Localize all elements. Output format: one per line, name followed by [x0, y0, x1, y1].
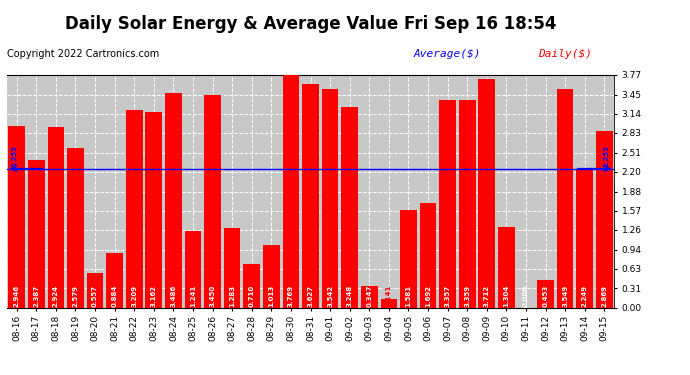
Text: 2.253: 2.253	[12, 145, 18, 167]
Text: 0.000: 0.000	[523, 285, 529, 307]
Text: 0.710: 0.710	[248, 285, 255, 307]
Text: 3.542: 3.542	[327, 285, 333, 307]
Text: 2.579: 2.579	[72, 285, 79, 307]
Bar	[400, 210, 417, 308]
Text: 2.253: 2.253	[603, 145, 609, 167]
Text: 0.141: 0.141	[386, 285, 392, 307]
Bar	[204, 95, 221, 308]
Bar	[459, 100, 475, 308]
Text: 3.627: 3.627	[308, 285, 313, 307]
Text: 0.453: 0.453	[542, 285, 549, 307]
Bar	[596, 130, 613, 308]
Bar	[28, 160, 45, 308]
Text: 1.304: 1.304	[504, 285, 509, 307]
Bar	[126, 110, 143, 308]
Text: 2.387: 2.387	[33, 285, 39, 307]
Bar	[8, 126, 25, 308]
Text: Daily($): Daily($)	[538, 49, 592, 59]
Bar	[342, 107, 358, 308]
Text: 1.013: 1.013	[268, 285, 275, 307]
Text: Daily Solar Energy & Average Value Fri Sep 16 18:54: Daily Solar Energy & Average Value Fri S…	[65, 15, 556, 33]
Bar	[361, 286, 377, 308]
Text: 3.359: 3.359	[464, 285, 470, 307]
Bar	[557, 88, 573, 308]
Bar	[146, 112, 162, 308]
Text: Average($): Average($)	[414, 49, 482, 59]
Bar	[185, 231, 201, 308]
Bar	[498, 227, 515, 308]
Text: 3.769: 3.769	[288, 285, 294, 307]
Text: 0.884: 0.884	[112, 285, 117, 307]
Text: 3.549: 3.549	[562, 285, 568, 307]
Text: 3.450: 3.450	[210, 285, 215, 307]
Text: 3.209: 3.209	[131, 285, 137, 307]
Bar	[48, 127, 64, 308]
Text: 3.248: 3.248	[346, 285, 353, 307]
Text: 2.924: 2.924	[53, 285, 59, 307]
Bar	[244, 264, 260, 308]
Text: 2.249: 2.249	[582, 285, 588, 307]
Text: 0.347: 0.347	[366, 285, 373, 307]
Bar	[263, 245, 279, 308]
Text: Copyright 2022 Cartronics.com: Copyright 2022 Cartronics.com	[7, 49, 159, 59]
Bar	[322, 89, 338, 308]
Bar	[440, 100, 456, 308]
Bar	[538, 280, 554, 308]
Text: 2.869: 2.869	[601, 285, 607, 307]
Text: 2.946: 2.946	[14, 285, 20, 307]
Bar	[87, 273, 104, 308]
Bar	[576, 169, 593, 308]
Bar	[106, 253, 123, 308]
Text: 1.581: 1.581	[406, 285, 411, 307]
Bar	[380, 299, 397, 307]
Text: 1.283: 1.283	[229, 285, 235, 307]
Text: 1.692: 1.692	[425, 285, 431, 307]
Text: 3.357: 3.357	[444, 285, 451, 307]
Text: 3.162: 3.162	[151, 285, 157, 307]
Bar	[283, 75, 299, 307]
Text: 1.241: 1.241	[190, 285, 196, 307]
Text: 3.486: 3.486	[170, 285, 177, 307]
Text: 3.712: 3.712	[484, 285, 490, 307]
Bar	[67, 148, 83, 308]
Bar	[478, 79, 495, 308]
Bar	[165, 93, 181, 308]
Bar	[224, 228, 241, 308]
Text: 0.557: 0.557	[92, 285, 98, 307]
Bar	[302, 84, 319, 308]
Bar	[420, 203, 436, 308]
